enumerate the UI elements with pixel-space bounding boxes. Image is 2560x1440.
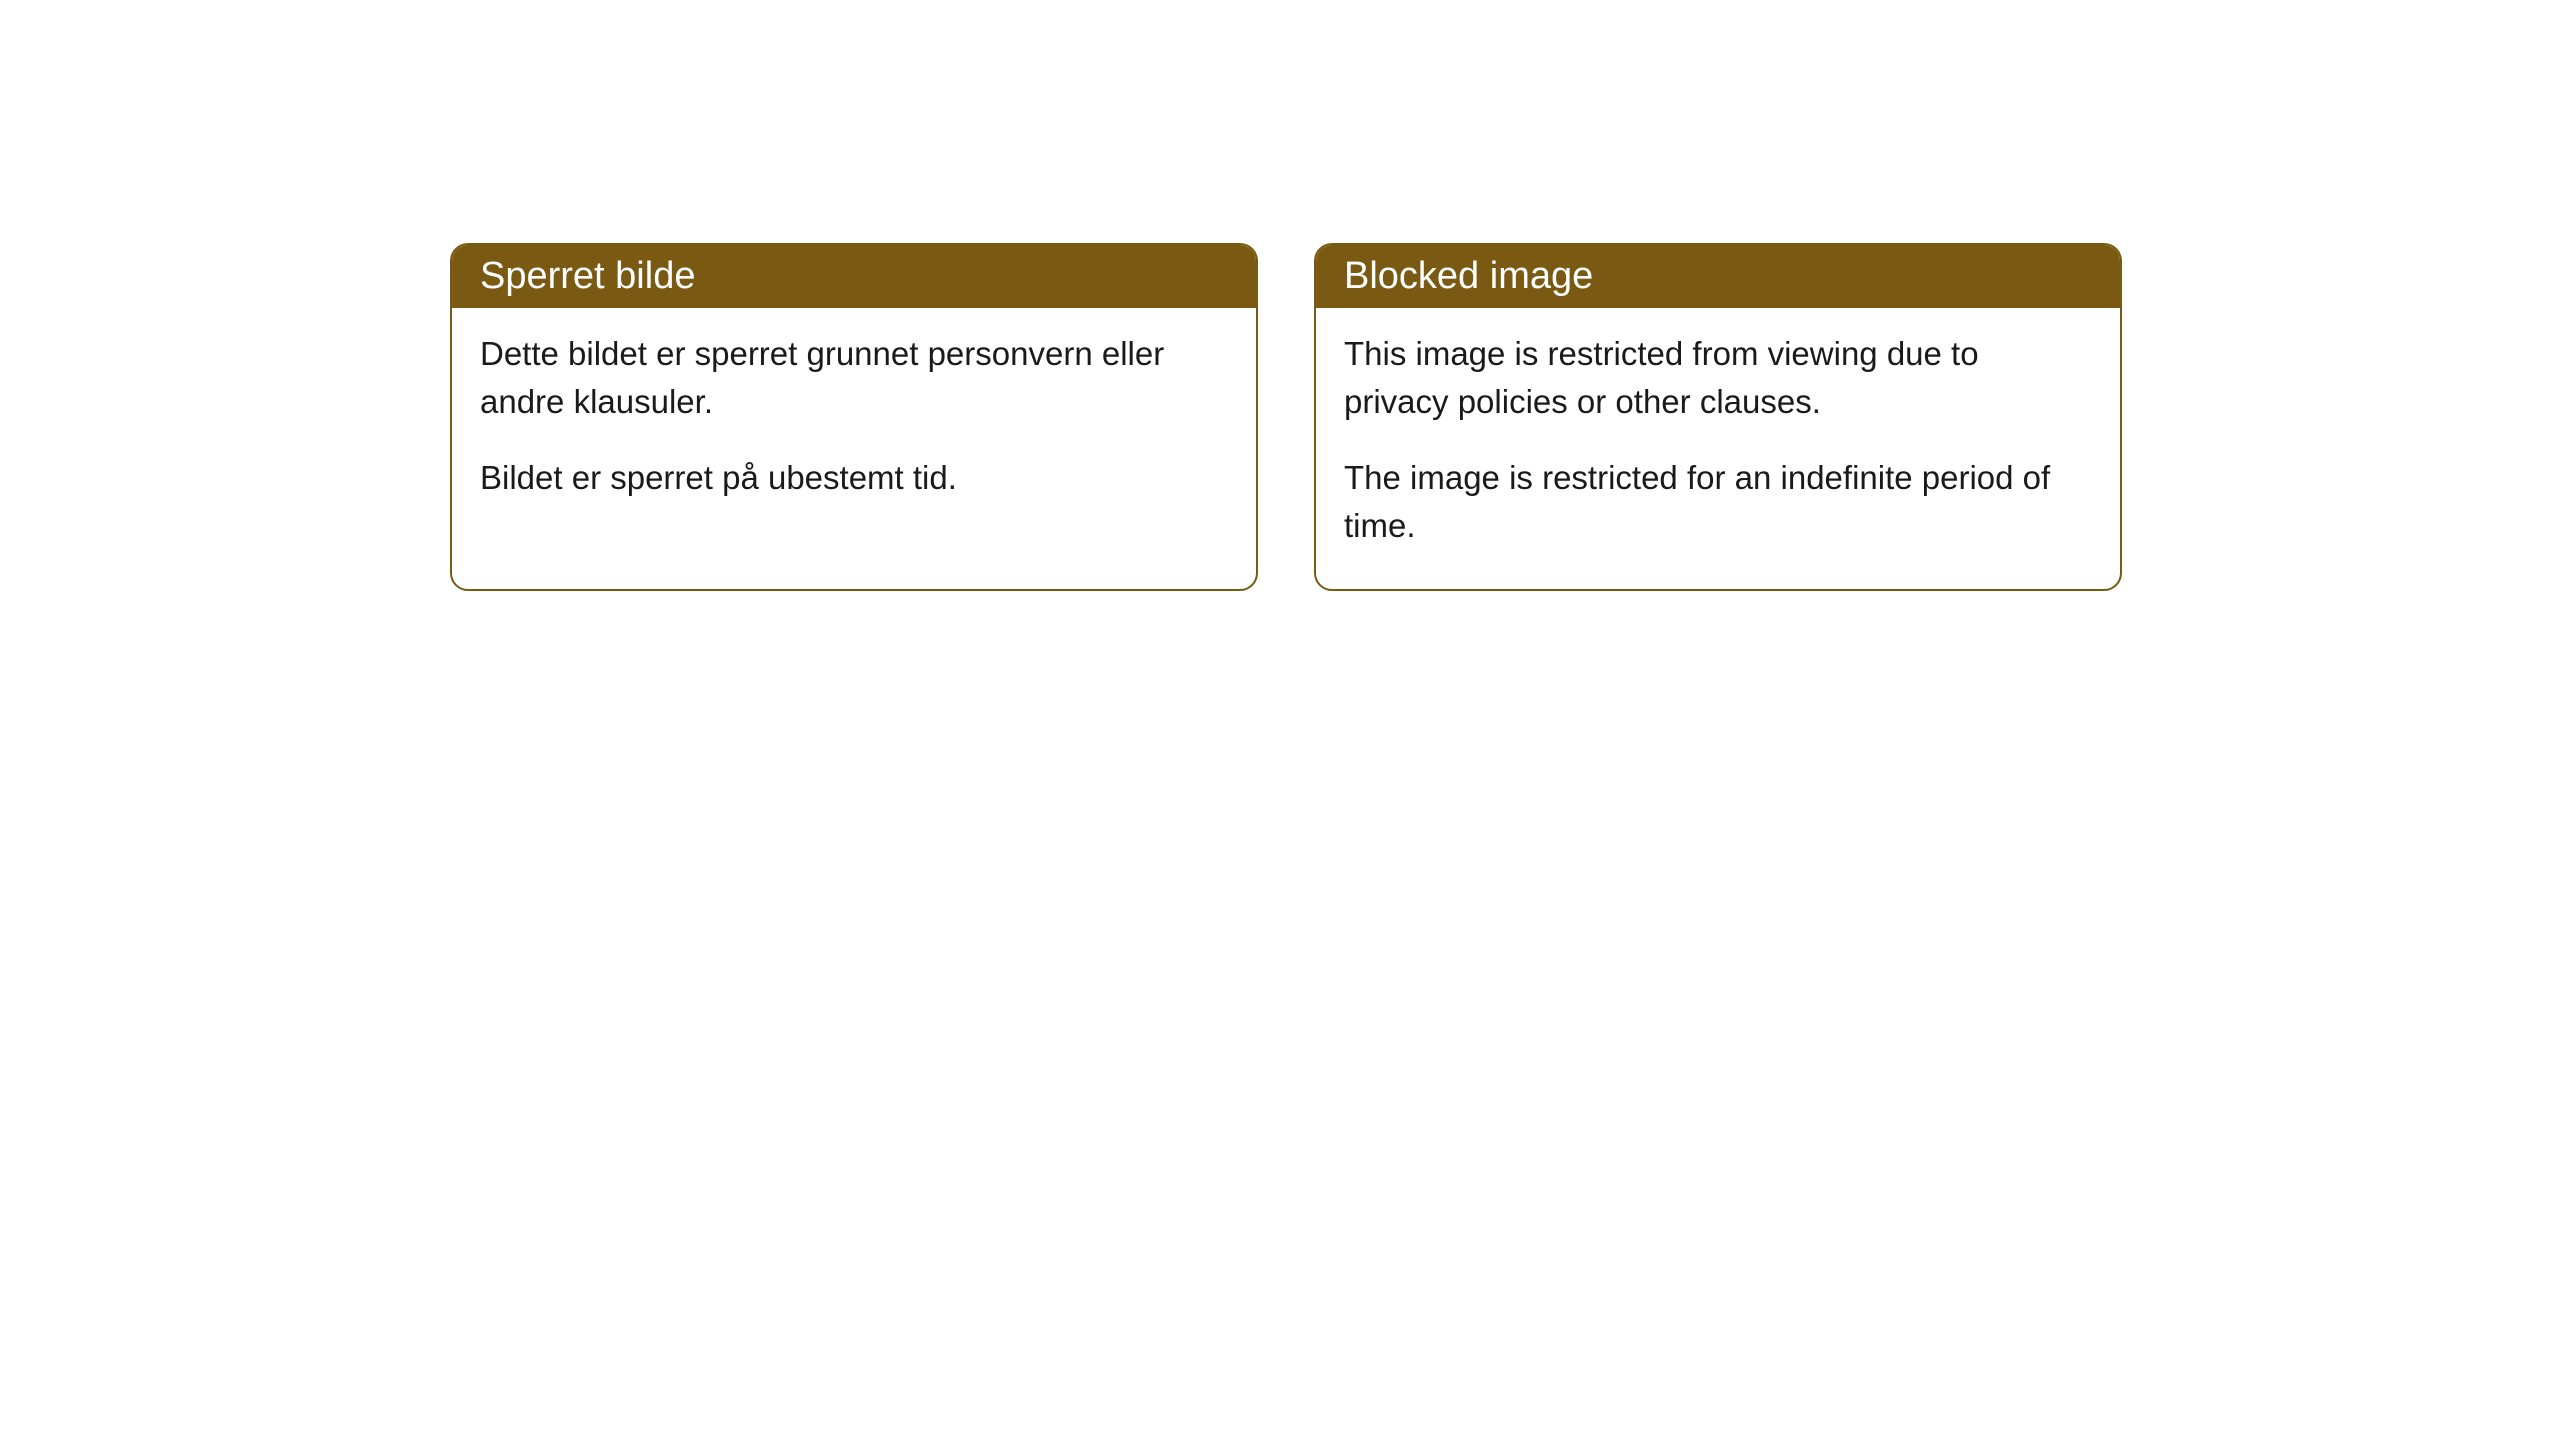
card-header-nb: Sperret bilde [452, 245, 1256, 308]
card-body-nb: Dette bildet er sperret grunnet personve… [452, 308, 1256, 542]
card-body-en: This image is restricted from viewing du… [1316, 308, 2120, 589]
card-text-en-1: This image is restricted from viewing du… [1344, 330, 2092, 426]
card-text-nb-1: Dette bildet er sperret grunnet personve… [480, 330, 1228, 426]
cards-container: Sperret bilde Dette bildet er sperret gr… [450, 243, 2122, 591]
card-text-en-2: The image is restricted for an indefinit… [1344, 454, 2092, 550]
blocked-image-card-nb: Sperret bilde Dette bildet er sperret gr… [450, 243, 1258, 591]
blocked-image-card-en: Blocked image This image is restricted f… [1314, 243, 2122, 591]
card-text-nb-2: Bildet er sperret på ubestemt tid. [480, 454, 1228, 502]
card-header-en: Blocked image [1316, 245, 2120, 308]
